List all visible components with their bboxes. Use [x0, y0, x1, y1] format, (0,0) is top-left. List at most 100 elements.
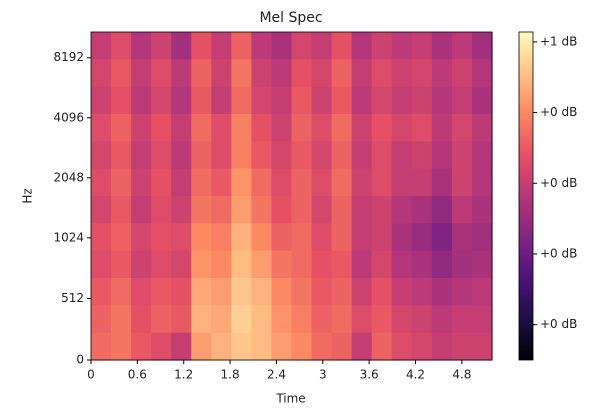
heatmap-cell: [391, 223, 413, 252]
x-tick-label: 1.2: [174, 368, 193, 382]
heatmap-cell: [151, 86, 172, 115]
heatmap-cell: [351, 59, 373, 88]
heatmap-cell: [331, 278, 353, 306]
heatmap-cell: [411, 250, 433, 279]
heatmap-cell: [471, 168, 493, 197]
heatmap-cell: [431, 32, 453, 60]
heatmap-cell: [411, 305, 433, 334]
heatmap-cell: [251, 305, 273, 334]
heatmap-cell: [271, 305, 293, 334]
heatmap-cell: [191, 86, 212, 115]
heatmap-cell: [111, 168, 132, 197]
colorbar-tick-label: +0 dB: [540, 246, 577, 260]
heatmap-cell: [91, 114, 112, 142]
heatmap-cell: [131, 168, 152, 197]
heatmap-cell: [331, 196, 353, 224]
heatmap-cell: [471, 278, 493, 306]
y-axis-label: Hz: [21, 188, 35, 203]
heatmap-cell: [411, 196, 433, 224]
heatmap-cell: [311, 114, 333, 142]
heatmap-cell: [291, 114, 313, 142]
heatmap-cell: [191, 168, 212, 197]
heatmap-cell: [451, 305, 473, 334]
heatmap-cell: [211, 141, 232, 170]
heatmap-cell: [411, 332, 433, 361]
heatmap-cell: [471, 250, 493, 279]
heatmap-cell: [91, 223, 112, 252]
heatmap-cell: [131, 196, 152, 224]
heatmap-cell: [431, 168, 453, 197]
heatmap-cell: [191, 196, 212, 224]
heatmap-cell: [451, 114, 473, 142]
heatmap-cell: [131, 332, 152, 361]
heatmap-cell: [211, 223, 232, 252]
heatmap-cell: [331, 141, 353, 170]
y-tick-label: 8192: [53, 50, 84, 64]
heatmap-cell: [111, 32, 132, 60]
heatmap-cell: [451, 196, 473, 224]
heatmap-cell: [351, 278, 373, 306]
heatmap-cell: [271, 196, 293, 224]
heatmap-cell: [191, 141, 212, 170]
heatmap-cell: [391, 305, 413, 334]
heatmap-cell: [351, 114, 373, 142]
heatmap-cell: [371, 86, 393, 115]
heatmap-cell: [411, 32, 433, 60]
heatmap-cell: [171, 250, 192, 279]
heatmap-cell: [471, 114, 493, 142]
heatmap-cell: [371, 32, 393, 60]
heatmap-cell: [111, 114, 132, 142]
heatmap-cell: [471, 141, 493, 170]
heatmap-cell: [191, 223, 212, 252]
heatmap-cell: [191, 114, 212, 142]
heatmap-cell: [311, 86, 333, 115]
heatmap-cell: [231, 278, 252, 306]
heatmap-cell: [451, 141, 473, 170]
heatmap-cell: [451, 32, 473, 60]
heatmap-cell: [91, 250, 112, 279]
heatmap-cell: [211, 168, 232, 197]
heatmap-cell: [191, 250, 212, 279]
heatmap-cell: [151, 59, 172, 88]
heatmap-cell: [151, 250, 172, 279]
y-tick-label: 1024: [53, 230, 84, 244]
heatmap-cell: [191, 278, 212, 306]
heatmap-cell: [331, 168, 353, 197]
heatmap-cell: [411, 223, 433, 252]
heatmap-cell: [231, 59, 252, 88]
heatmap-cell: [391, 141, 413, 170]
heatmap-cell: [151, 305, 172, 334]
heatmap-cell: [351, 86, 373, 115]
heatmap-cell: [91, 32, 112, 60]
heatmap-cell: [371, 223, 393, 252]
heatmap-cell: [111, 59, 132, 88]
heatmap-cell: [271, 32, 293, 60]
heatmap-cell: [431, 305, 453, 334]
heatmap-cell: [151, 196, 172, 224]
heatmap-cell: [311, 196, 333, 224]
heatmap-cell: [231, 332, 252, 361]
heatmap-cell: [291, 332, 313, 361]
heatmap-cell: [131, 141, 152, 170]
heatmap-cell: [431, 196, 453, 224]
heatmap-cell: [211, 196, 232, 224]
heatmap-cell: [231, 196, 252, 224]
heatmap-cell: [231, 86, 252, 115]
x-axis-label: Time: [275, 392, 305, 406]
heatmap-cell: [411, 278, 433, 306]
heatmap-cell: [91, 278, 112, 306]
heatmap-cell: [311, 278, 333, 306]
heatmap-cell: [311, 332, 333, 361]
x-tick-label: 2.4: [267, 368, 286, 382]
heatmap-cell: [471, 196, 493, 224]
heatmap-cell: [251, 278, 273, 306]
heatmap-cell: [151, 223, 172, 252]
heatmap-cell: [171, 196, 192, 224]
heatmap-cell: [251, 168, 273, 197]
heatmap-cell: [271, 223, 293, 252]
heatmap-cell: [371, 59, 393, 88]
heatmap-cell: [391, 196, 413, 224]
heatmap-cell: [351, 141, 373, 170]
heatmap-cell: [311, 250, 333, 279]
x-tick-label: 0: [87, 368, 95, 382]
